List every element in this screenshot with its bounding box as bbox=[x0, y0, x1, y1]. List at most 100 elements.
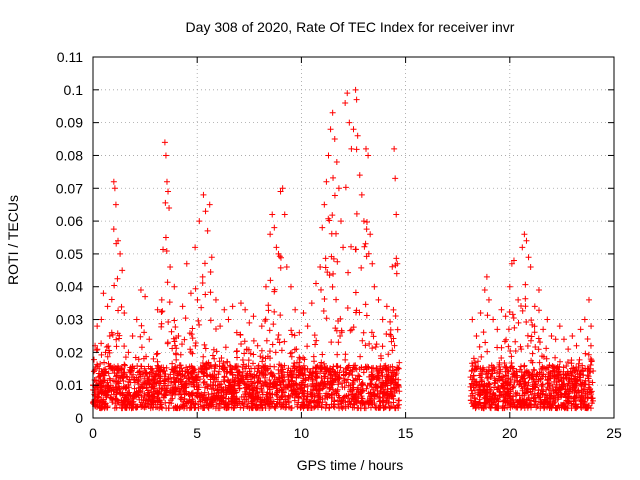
data-point bbox=[310, 353, 317, 360]
data-point bbox=[226, 362, 233, 369]
data-point bbox=[224, 404, 231, 411]
data-point bbox=[195, 374, 202, 381]
data-point bbox=[568, 357, 575, 364]
data-point bbox=[536, 394, 543, 401]
data-point bbox=[573, 389, 580, 396]
data-point bbox=[145, 396, 152, 403]
data-point bbox=[155, 379, 162, 386]
data-point bbox=[129, 332, 136, 339]
data-point bbox=[215, 371, 222, 378]
data-point bbox=[218, 381, 225, 388]
data-point bbox=[331, 398, 338, 405]
data-point bbox=[515, 296, 522, 303]
data-point bbox=[344, 376, 351, 383]
data-point bbox=[158, 309, 165, 316]
data-point bbox=[493, 396, 500, 403]
data-point bbox=[575, 364, 582, 371]
data-point bbox=[120, 374, 127, 381]
data-point bbox=[519, 244, 526, 251]
data-point bbox=[511, 379, 518, 386]
data-point bbox=[365, 364, 372, 371]
data-point bbox=[473, 332, 480, 339]
data-point bbox=[375, 296, 382, 303]
data-point bbox=[582, 381, 589, 388]
data-point bbox=[92, 364, 99, 371]
data-point bbox=[325, 367, 332, 374]
data-point bbox=[113, 343, 120, 350]
data-point bbox=[213, 348, 220, 355]
data-point bbox=[488, 374, 495, 381]
data-point bbox=[307, 368, 314, 375]
data-point bbox=[319, 224, 326, 231]
data-point bbox=[320, 383, 327, 390]
data-point bbox=[151, 378, 158, 385]
data-point bbox=[156, 367, 163, 374]
data-point bbox=[521, 231, 528, 238]
data-point bbox=[157, 368, 164, 375]
data-point bbox=[122, 354, 129, 361]
data-point bbox=[254, 388, 261, 395]
data-point bbox=[155, 397, 162, 404]
data-point bbox=[519, 387, 526, 394]
data-point bbox=[553, 389, 560, 396]
y-tick-label: 0.08 bbox=[56, 147, 83, 163]
data-point bbox=[111, 185, 118, 192]
data-point bbox=[94, 323, 101, 330]
data-point bbox=[563, 363, 570, 370]
data-point bbox=[342, 356, 349, 363]
data-point bbox=[241, 350, 248, 357]
data-point bbox=[266, 390, 273, 397]
data-point bbox=[319, 399, 326, 406]
data-point bbox=[332, 387, 339, 394]
data-point bbox=[394, 364, 401, 371]
data-point bbox=[510, 315, 517, 322]
data-point bbox=[91, 401, 98, 408]
data-point bbox=[375, 375, 382, 382]
data-point bbox=[285, 376, 292, 383]
data-point bbox=[501, 384, 508, 391]
data-point bbox=[178, 365, 185, 372]
data-point bbox=[102, 384, 109, 391]
data-point bbox=[335, 185, 342, 192]
data-point bbox=[169, 360, 176, 367]
data-point bbox=[163, 364, 170, 371]
data-point bbox=[317, 368, 324, 375]
data-point bbox=[508, 359, 515, 366]
data-point bbox=[167, 264, 174, 271]
data-point bbox=[138, 399, 145, 406]
data-point bbox=[194, 296, 201, 303]
data-point bbox=[125, 393, 132, 400]
data-point bbox=[478, 353, 485, 360]
data-point bbox=[338, 398, 345, 405]
data-point bbox=[277, 404, 284, 411]
data-point bbox=[493, 369, 500, 376]
data-point bbox=[358, 191, 365, 198]
data-point bbox=[234, 369, 241, 376]
data-point bbox=[375, 372, 382, 379]
data-point bbox=[480, 329, 487, 336]
data-point bbox=[172, 350, 179, 357]
data-point bbox=[129, 363, 136, 370]
data-point bbox=[123, 384, 130, 391]
data-point bbox=[212, 296, 219, 303]
data-point bbox=[188, 404, 195, 411]
data-point bbox=[197, 365, 204, 372]
data-point bbox=[200, 191, 207, 198]
data-point bbox=[138, 344, 145, 351]
data-point bbox=[314, 363, 321, 370]
data-point bbox=[242, 391, 249, 398]
data-point bbox=[248, 400, 255, 407]
data-point bbox=[259, 388, 266, 395]
data-point bbox=[326, 385, 333, 392]
data-point bbox=[228, 366, 235, 373]
data-point bbox=[244, 403, 251, 410]
data-point bbox=[566, 376, 573, 383]
data-point bbox=[342, 99, 349, 106]
data-point bbox=[163, 247, 170, 254]
data-point bbox=[187, 349, 194, 356]
data-point bbox=[294, 401, 301, 408]
data-point bbox=[264, 353, 271, 360]
data-point bbox=[104, 379, 111, 386]
data-point bbox=[574, 388, 581, 395]
data-point bbox=[510, 257, 517, 264]
